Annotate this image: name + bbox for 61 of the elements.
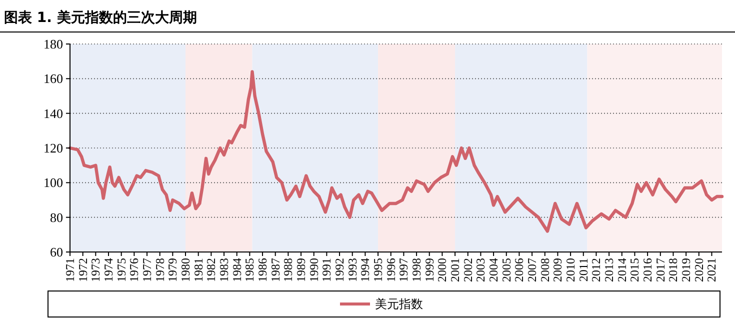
x-tick-label: 1999 [422,258,436,282]
x-tick-label: 1983 [217,258,232,282]
y-tick-label: 160 [44,71,63,86]
x-tick-label: 1993 [345,258,360,282]
x-tick-label: 2001 [448,258,462,282]
x-tick-label: 1980 [178,258,193,282]
line-series [68,70,724,233]
x-tick-label: 2011 [576,258,590,282]
y-tick-label: 140 [44,106,63,121]
x-tick-label: 1994 [358,258,372,282]
x-tick-label: 2010 [564,258,578,282]
x-tick-label: 1995 [371,258,386,282]
x-tick-label: 1991 [320,258,334,282]
x-tick-label: 2009 [550,258,565,282]
x-tick-label: 1992 [332,258,347,282]
x-tick-label: 1988 [281,258,296,282]
chart-title: 图表 1. 美元指数的三次大周期 [4,9,197,26]
x-tick-label: 2007 [525,258,540,282]
x-tick-label: 1989 [294,258,308,282]
x-tick-label: 2018 [666,258,680,282]
x-tick-label: 2006 [512,258,526,282]
x-tick-label: 1971 [63,258,77,282]
x-tick-label: 2013 [602,258,616,282]
x-tick-label: 1972 [76,258,90,282]
x-tick-label: 1977 [140,258,154,282]
x-tick-label: 2002 [460,258,475,282]
x-tick-label: 1998 [410,258,424,282]
x-tick-label: 1990 [306,258,321,282]
x-tick-label: 1975 [114,258,128,282]
x-tick-label: 2004 [486,258,501,282]
x-tick-label: 1974 [102,258,116,282]
x-tick-label: 2016 [640,258,655,282]
x-tick-label: 1997 [396,258,411,282]
x-tick-label: 2021 [704,258,719,282]
x-tick-label: 2008 [538,258,552,282]
x-tick-label: 1976 [127,258,142,282]
x-tick-label: 1982 [204,258,218,282]
x-tick-label: 1987 [268,258,282,282]
x-tick-label: 1984 [230,258,244,282]
y-tick-label: 120 [44,140,63,156]
x-tick-label: 1985 [242,258,257,282]
x-tick-label: 1986 [256,258,270,282]
x-tick-label: 1979 [166,258,180,282]
x-tick-label: 2015 [628,258,642,282]
y-tick-label: 100 [44,175,63,190]
x-tick-label: 2020 [692,258,706,282]
x-tick-label: 1981 [191,258,206,282]
x-tick-label: 1973 [88,258,103,282]
y-tick-label: 180 [44,36,63,52]
x-tick-label: 2005 [499,258,514,282]
x-tick-label: 1978 [152,258,167,282]
x-tick-label: 1996 [384,258,398,282]
x-tick-label: 2017 [653,258,668,282]
x-tick-label: 2014 [614,258,629,282]
x-tick-label: 2003 [474,258,488,282]
legend-label: 美元指数 [375,297,423,311]
y-tick-label: 80 [50,210,63,225]
x-tick-label: 2019 [679,258,694,282]
x-tick-label: 2000 [435,258,450,282]
y-tick-label: 60 [50,244,63,260]
x-tick-label: 2012 [589,258,604,282]
